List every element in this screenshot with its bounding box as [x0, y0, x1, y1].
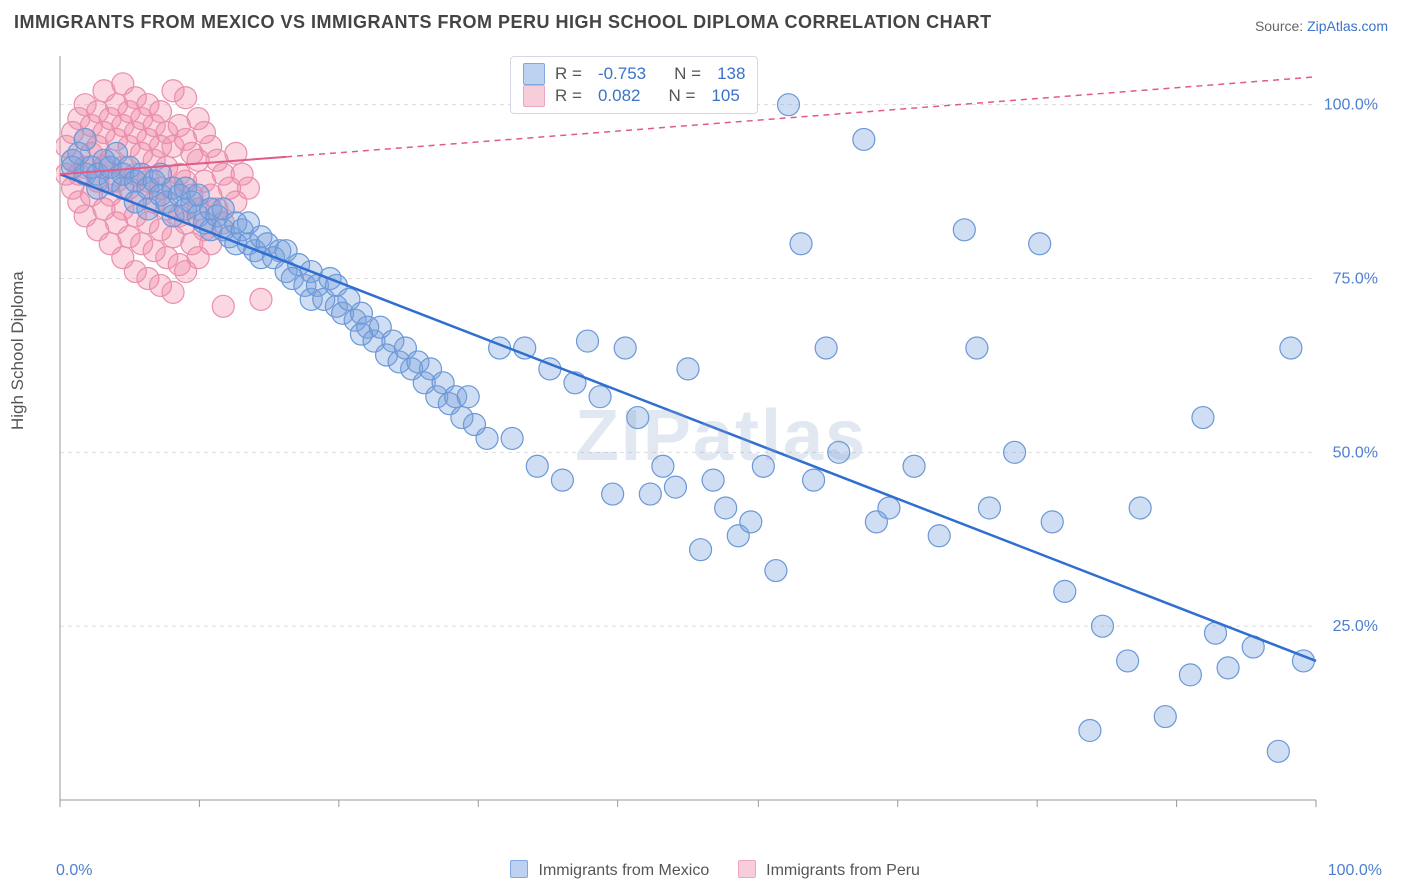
scatter-svg: 25.0% 50.0% 75.0% 100.0% [56, 50, 1386, 830]
legend-swatch-mexico-bottom [510, 860, 528, 878]
r-value-mexico: -0.753 [592, 64, 646, 84]
legend-swatch-mexico [523, 63, 545, 85]
r-label: R = [555, 64, 582, 84]
svg-text:50.0%: 50.0% [1333, 444, 1378, 461]
y-axis-label: High School Diploma [8, 271, 28, 430]
legend-label-mexico: Immigrants from Mexico [539, 862, 710, 879]
bottom-legend: Immigrants from Mexico Immigrants from P… [0, 860, 1406, 880]
legend-swatch-peru [523, 85, 545, 107]
legend-label-peru: Immigrants from Peru [766, 862, 920, 879]
stats-legend: R = -0.753 N = 138 R = 0.082 N = 105 [510, 56, 758, 114]
r-value-peru: 0.082 [592, 86, 641, 106]
plot-area: 25.0%50.0%75.0%100.0% ZIPatlas [56, 50, 1386, 830]
svg-text:75.0%: 75.0% [1333, 271, 1378, 288]
source-prefix: Source: [1255, 18, 1307, 34]
stats-row-peru: R = 0.082 N = 105 [523, 85, 745, 107]
n-label: N = [650, 86, 695, 106]
legend-swatch-peru-bottom [738, 860, 756, 878]
stats-row-mexico: R = -0.753 N = 138 [523, 63, 745, 85]
svg-text:100.0%: 100.0% [1324, 97, 1378, 114]
n-value-peru: 105 [705, 86, 739, 106]
chart-title: IMMIGRANTS FROM MEXICO VS IMMIGRANTS FRO… [14, 12, 992, 33]
svg-text:25.0%: 25.0% [1333, 618, 1378, 635]
n-label: N = [656, 64, 701, 84]
r-label: R = [555, 86, 582, 106]
n-value-mexico: 138 [711, 64, 745, 84]
chart-container: IMMIGRANTS FROM MEXICO VS IMMIGRANTS FRO… [0, 0, 1406, 892]
source-link[interactable]: ZipAtlas.com [1307, 18, 1388, 34]
source-credit: Source: ZipAtlas.com [1255, 18, 1388, 34]
